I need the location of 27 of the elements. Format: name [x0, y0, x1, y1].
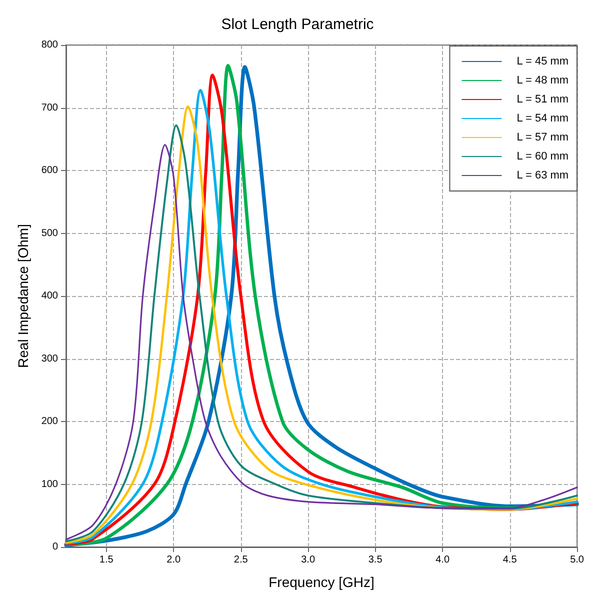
x-tick-label: 2.0 [166, 554, 181, 566]
x-tick-label: 1.5 [99, 554, 114, 566]
legend-label: L = 48 mm [516, 74, 569, 86]
y-axis-title: Real Impedance [Ohm] [15, 224, 31, 368]
legend-label: L = 45 mm [516, 56, 569, 68]
y-tick-label: 0 [52, 542, 58, 552]
legend-label: L = 51 mm [516, 94, 569, 106]
x-tick-label: 2.5 [234, 554, 248, 566]
y-tick-label: 600 [41, 165, 58, 176]
x-tick-label: 4.0 [436, 554, 450, 566]
y-tick-label: 400 [41, 290, 58, 302]
x-tick-label: 5.0 [570, 554, 584, 566]
y-tick-label: 700 [41, 102, 58, 114]
x-tick-label: 3.5 [368, 554, 383, 566]
y-tick-label: 200 [41, 416, 58, 427]
x-tick-label: 3.0 [301, 554, 316, 566]
legend-label: L = 63 mm [516, 170, 569, 182]
y-tick-label: 800 [41, 40, 58, 50]
y-tick-label: 500 [41, 228, 58, 239]
x-tick-label: 4.5 [502, 554, 518, 566]
legend-label: L = 57 mm [516, 132, 569, 144]
x-axis-title: Frequency [GHz] [268, 574, 374, 590]
y-tick-label: 100 [41, 478, 58, 490]
y-tick-label: 300 [41, 353, 58, 364]
chart-title: Slot Length Parametric [221, 16, 374, 33]
legend-label: L = 60 mm [516, 150, 569, 162]
legend-label: L = 54 mm [516, 112, 569, 124]
